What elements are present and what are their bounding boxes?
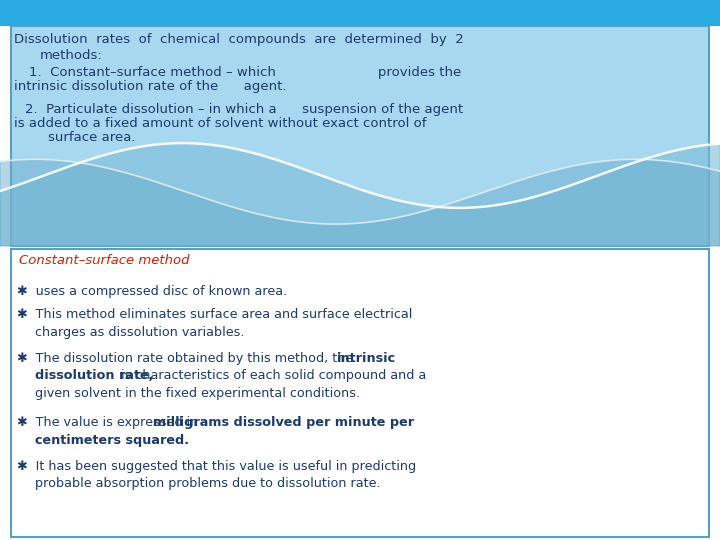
Text: charges as dissolution variables.: charges as dissolution variables.	[35, 326, 244, 339]
Text: is characteristics of each solid compound and a: is characteristics of each solid compoun…	[117, 369, 427, 382]
Text: is added to a fixed amount of solvent without exact control of: is added to a fixed amount of solvent wi…	[14, 117, 427, 130]
Text: 2.  Particulate dissolution – in which a      suspension of the agent: 2. Particulate dissolution – in which a …	[25, 103, 464, 116]
Text: ✱  The dissolution rate obtained by this method, the: ✱ The dissolution rate obtained by this …	[17, 352, 357, 365]
FancyBboxPatch shape	[11, 249, 709, 537]
Text: intrinsic dissolution rate of the      agent.: intrinsic dissolution rate of the agent.	[14, 80, 287, 93]
Text: dissolution rate,: dissolution rate,	[35, 369, 153, 382]
Text: milligrams dissolved per minute per: milligrams dissolved per minute per	[153, 416, 415, 429]
Text: ✱  It has been suggested that this value is useful in predicting: ✱ It has been suggested that this value …	[17, 460, 415, 472]
Text: given solvent in the fixed experimental conditions.: given solvent in the fixed experimental …	[35, 387, 360, 400]
Text: 1.  Constant–surface method – which                        provides the: 1. Constant–surface method – which provi…	[29, 66, 461, 79]
Text: surface area.: surface area.	[14, 131, 136, 144]
Text: ✱  The value is expressed in: ✱ The value is expressed in	[17, 416, 202, 429]
Text: Constant–surface method: Constant–surface method	[19, 254, 190, 267]
Text: methods:: methods:	[40, 49, 102, 62]
Text: ✱  This method eliminates surface area and surface electrical: ✱ This method eliminates surface area an…	[17, 308, 412, 321]
Text: probable absorption problems due to dissolution rate.: probable absorption problems due to diss…	[35, 477, 380, 490]
FancyBboxPatch shape	[11, 26, 709, 246]
Text: intrinsic: intrinsic	[337, 352, 396, 365]
Text: centimeters squared.: centimeters squared.	[35, 434, 189, 447]
Text: Dissolution  rates  of  chemical  compounds  are  determined  by  2: Dissolution rates of chemical compounds …	[14, 33, 464, 46]
Text: ✱  uses a compressed disc of known area.: ✱ uses a compressed disc of known area.	[17, 285, 287, 298]
Bar	[0, 0, 720, 26]
